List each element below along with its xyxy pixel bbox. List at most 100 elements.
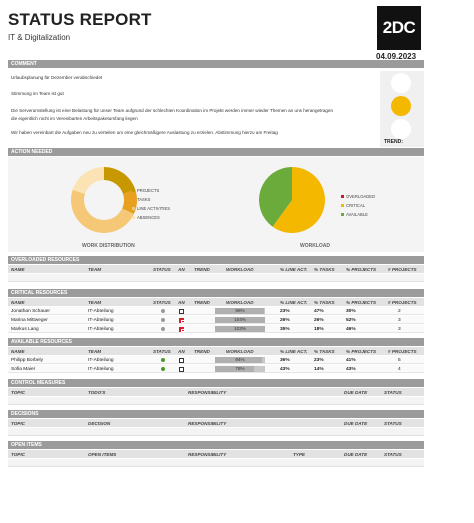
legend-label: OVERLOADED — [346, 194, 376, 199]
critical-header: CRITICAL RESOURCES — [8, 289, 424, 297]
cell-team: IT-Abteilung — [88, 308, 114, 314]
column-header: TOPIC — [11, 389, 25, 395]
control-measures-column-header: TOPIC TODO'S RESPONSIBILITY DUE DATE STATUS — [8, 388, 424, 396]
column-header: # PROJECTS — [388, 266, 417, 272]
cell-line: 35% — [280, 326, 290, 332]
cell-tasks: 26% — [314, 317, 324, 323]
column-header: WORKLOAD — [226, 348, 254, 354]
company-logo: 2DC — [377, 6, 421, 50]
cell-tasks: 47% — [314, 308, 324, 314]
workload-value: 94% — [235, 357, 245, 362]
column-header: TREND — [194, 266, 210, 272]
column-header: TREND — [194, 299, 210, 305]
decisions-header: DECISIONS — [8, 410, 424, 418]
workload-bar: 94% — [215, 357, 265, 363]
table-row[interactable]: Jonathan Schauer IT-Abteilung 23% 47% 30% 2 98… — [8, 307, 424, 315]
cell-name: Jonathan Schauer — [11, 308, 50, 314]
an-checkbox[interactable] — [179, 366, 184, 372]
table-row[interactable]: Philipp Borbely IT-Abteilung 36% 23% 41% 5 94% — [8, 356, 424, 364]
pie-slice — [104, 167, 136, 194]
column-header: % TASKS — [314, 299, 335, 305]
cell-line: 43% — [280, 366, 290, 372]
traffic-light-yellow — [391, 96, 411, 116]
column-header: # PROJECTS — [388, 299, 417, 305]
comment-line: die eigentlich nicht im Vereinbarten Arb… — [11, 116, 138, 121]
column-header: DUE DATE — [344, 389, 368, 395]
legend-swatch — [341, 195, 344, 199]
column-header: RESPONSIBILITY — [188, 420, 227, 426]
cell-name: Philipp Borbely — [11, 357, 43, 363]
legend-label: AVAILABLE — [346, 212, 368, 217]
table-row[interactable]: Sofia Maier IT-Abteilung 43% 14% 43% 4 78% — [8, 365, 424, 373]
column-header: STATUS — [153, 348, 171, 354]
cell-team: IT-Abteilung — [88, 366, 114, 372]
column-header: WORKLOAD — [226, 266, 254, 272]
an-checkbox[interactable] — [179, 357, 184, 363]
report-subtitle: IT & Digitalization — [8, 33, 71, 42]
control-measures-header: CONTROL MEASURES — [8, 379, 424, 387]
cell-team: IT-Abteilung — [88, 357, 114, 363]
traffic-light-green — [391, 119, 411, 139]
available-header: AVAILABLE RESOURCES — [8, 338, 424, 346]
column-header: STATUS — [384, 389, 402, 395]
legend-swatch — [341, 213, 344, 217]
column-header: # PROJECTS — [388, 348, 417, 354]
an-checkbox[interactable] — [179, 308, 184, 314]
workload-value: 103% — [234, 326, 246, 331]
action-needed-header: ACTION NEEDED — [8, 148, 424, 156]
open-items-column-header: TOPIC OPEN ITEMS RESPONSIBILITY TYPE DUE DAT… — [8, 450, 424, 458]
cell-projects: 46% — [346, 326, 356, 332]
cell-line: 23% — [280, 308, 290, 314]
cell-nproj: 2 — [398, 308, 401, 314]
column-header: AN — [178, 299, 185, 305]
column-header: RESPONSIBILITY — [188, 389, 227, 395]
comment-line: Urlaubsplanung für Dezember verabschiede… — [11, 75, 103, 80]
pie-slice — [259, 167, 292, 227]
cell-projects: 52% — [346, 317, 356, 323]
legend-item: AVAILABLE — [341, 212, 368, 217]
legend-item: ABSENCES — [132, 215, 160, 220]
column-header: STATUS — [153, 299, 171, 305]
table-row[interactable]: Marina Mittweger IT-Abteilung 26% 26% 52% 3 10… — [8, 316, 424, 324]
chart-area: PROJECTS TASKS LINE ACTIVITIES ABSENCES OVE… — [8, 157, 424, 252]
pie-slice — [72, 167, 104, 194]
table-row — [8, 428, 424, 436]
workload-chart — [259, 167, 325, 233]
column-header: NAME — [11, 348, 25, 354]
cell-nproj: 3 — [398, 326, 401, 332]
chart-title: WORKLOAD — [300, 243, 330, 249]
critical-column-header: NAME TEAM STATUS AN TREND WORKLOAD % LINE ACT.… — [8, 298, 424, 306]
column-header: TEAM — [88, 348, 102, 354]
an-checkbox[interactable] — [179, 326, 185, 332]
available-column-header: NAME TEAM STATUS AN TREND WORKLOAD % LINE ACT.… — [8, 347, 424, 355]
column-header: TEAM — [88, 266, 102, 272]
workload-fill — [215, 326, 265, 332]
column-header: % TASKS — [314, 266, 335, 272]
column-header: STATUS — [384, 451, 402, 457]
cell-projects: 30% — [346, 308, 356, 314]
column-header: TYPE — [293, 451, 305, 457]
an-checkbox[interactable] — [179, 317, 185, 323]
column-header: AN — [178, 266, 185, 272]
column-header: STATUS — [153, 266, 171, 272]
workload-fill — [215, 357, 262, 363]
cell-projects: 43% — [346, 366, 356, 372]
legend-swatch — [132, 207, 135, 211]
cell-line: 26% — [280, 317, 290, 323]
report-title: STATUS REPORT — [8, 10, 152, 29]
cell-nproj: 5 — [398, 357, 401, 363]
comment-text-area[interactable]: Urlaubsplanung für Dezember verabschiede… — [8, 71, 378, 147]
comment-header: COMMENT — [8, 60, 424, 68]
column-header: AN — [178, 348, 185, 354]
column-header: % PROJECTS — [346, 266, 377, 272]
column-header: TOPIC — [11, 451, 25, 457]
column-header: % LINE ACT. — [280, 266, 308, 272]
legend-label: TASKS — [137, 197, 151, 202]
workload-fill — [215, 308, 264, 314]
column-header: NAME — [11, 266, 25, 272]
workload-value: 98% — [235, 308, 245, 313]
table-row[interactable]: Markus Lang IT-Abteilung 35% 18% 46% 3 103% — [8, 325, 424, 333]
legend-swatch — [341, 204, 344, 208]
status-dot — [161, 358, 165, 362]
column-header: TEAM — [88, 299, 102, 305]
